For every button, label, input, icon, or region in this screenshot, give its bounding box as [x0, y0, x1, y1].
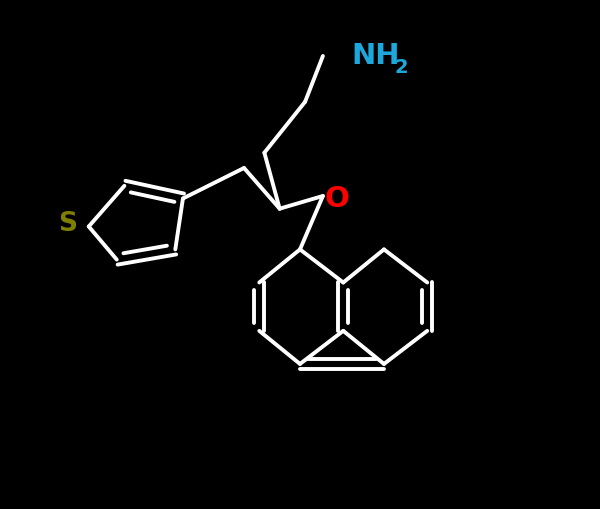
- Text: O: O: [325, 184, 350, 213]
- Text: NH: NH: [351, 42, 400, 70]
- Text: 2: 2: [394, 58, 408, 77]
- Text: S: S: [58, 211, 77, 237]
